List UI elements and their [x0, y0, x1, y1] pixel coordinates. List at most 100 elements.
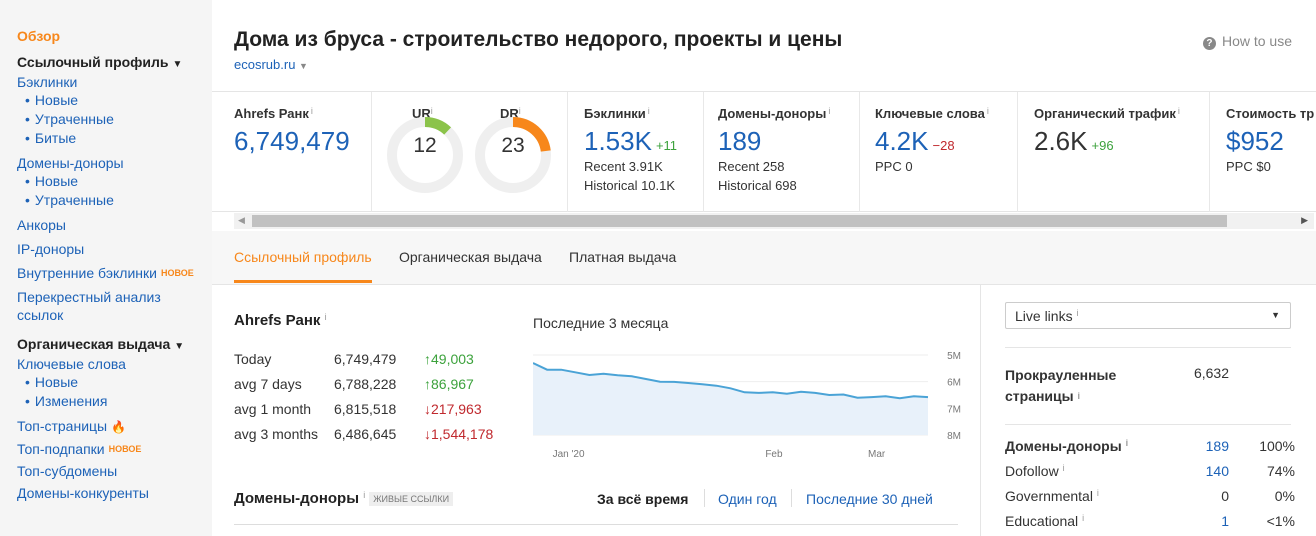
y-tick-label: 6M	[947, 378, 961, 389]
sidebar-item-label: Новые	[34, 92, 79, 108]
sidebar-item-cross-analysis[interactable]: Перекрестный анализ ссылок	[17, 289, 161, 323]
row-label: Домены-доноры	[1005, 438, 1122, 454]
metric-value[interactable]: 4.2K	[875, 126, 929, 156]
sidebar-item-keywords-changes[interactable]: • Изменения	[17, 392, 212, 411]
bullet-icon: •	[25, 130, 30, 146]
sidebar-item-backlinks-lost[interactable]: • Утраченные	[17, 110, 212, 129]
y-tick-label: 8M	[947, 431, 961, 442]
sidebar-item-ref-domains-lost[interactable]: • Утраченные	[17, 191, 212, 210]
live-links-select[interactable]: Live links i ▼	[1005, 302, 1291, 329]
info-icon[interactable]: i	[518, 106, 521, 116]
x-tick-label: Mar	[868, 449, 886, 460]
rank-title: Ahrefs Ранк i	[234, 312, 327, 329]
row-value[interactable]: 140	[1205, 463, 1229, 479]
sidebar-item-ip-donors[interactable]: IP-доноры	[17, 241, 85, 257]
row-value: 6,632	[1193, 365, 1229, 381]
metric-historical: Historical 10.1K	[584, 178, 676, 193]
sidebar-item-backlinks-new[interactable]: • Новые	[17, 91, 212, 110]
sidebar-item-overview[interactable]: Обзор	[17, 28, 61, 44]
metric-delta: −28	[932, 138, 955, 153]
rank-value: 6,815,518	[334, 401, 397, 417]
scroll-right-icon[interactable]: ▶	[1301, 215, 1308, 225]
period-separator	[704, 489, 705, 507]
period-last-30-days[interactable]: Последние 30 дней	[806, 491, 933, 507]
bullet-icon: •	[25, 374, 30, 390]
sidebar-item-internal-backlinks[interactable]: Внутренние бэклинки НОВОЕ	[17, 264, 212, 282]
row-label: Educational	[1005, 513, 1079, 529]
sidebar-item-keywords-new[interactable]: • Новые	[17, 373, 212, 392]
info-icon[interactable]: i	[430, 106, 433, 116]
fire-icon: 🔥	[111, 420, 126, 434]
chart-area	[533, 363, 928, 435]
info-icon[interactable]: i	[1077, 391, 1081, 401]
bullet-icon: •	[25, 393, 30, 409]
domain-selector[interactable]: ecosrub.ru ▼	[234, 57, 308, 72]
info-icon[interactable]: i	[986, 106, 989, 116]
rank-change: ↑49,003	[424, 351, 474, 367]
metric-label: Ahrefs Ранк	[234, 106, 309, 121]
metric-backlinks: Бэклинки i 1.53K +11 Recent 3.91K Historic…	[568, 92, 704, 212]
scroll-left-icon[interactable]: ◀	[238, 215, 245, 225]
info-icon[interactable]: i	[1096, 488, 1099, 498]
rank-title-label: Ahrefs Ранк	[234, 312, 321, 329]
rank-chart: 5M 6M 7M 8M Jan '20 Feb Mar	[533, 351, 961, 460]
info-icon[interactable]: i	[310, 106, 313, 116]
sidebar-item-ref-domains-new[interactable]: • Новые	[17, 172, 212, 191]
metric-value[interactable]: 6,749,479	[234, 126, 350, 156]
bullet-icon: •	[25, 111, 30, 127]
tab-link-profile[interactable]: Ссылочный профиль	[234, 249, 372, 283]
sidebar-item-label: Топ-подпапки	[17, 441, 105, 457]
domain-label: ecosrub.ru	[234, 57, 296, 72]
tab-organic[interactable]: Органическая выдача	[399, 249, 542, 265]
sidebar-item-backlinks-broken[interactable]: • Битые	[17, 129, 212, 148]
period-separator	[791, 489, 792, 507]
info-icon[interactable]: i	[363, 490, 366, 500]
info-icon[interactable]: i	[324, 312, 327, 322]
sidebar-item-backlinks[interactable]: Бэклинки	[17, 74, 78, 90]
info-icon[interactable]: i	[1062, 463, 1065, 473]
metrics-scrollbar[interactable]: ◀ ▶	[234, 213, 1314, 229]
metric-value[interactable]: 1.53K	[584, 126, 652, 156]
rank-period: avg 1 month	[234, 401, 312, 417]
row-value[interactable]: 189	[1205, 438, 1229, 454]
row-percent: 74%	[1266, 463, 1295, 479]
sidebar-item-anchors[interactable]: Анкоры	[17, 217, 66, 233]
sidebar-item-competing-domains[interactable]: Домены-конкуренты	[17, 485, 149, 501]
period-all-time[interactable]: За всё время	[597, 491, 689, 507]
how-to-use-link[interactable]: ? How to use	[1202, 33, 1292, 50]
x-tick-label: Feb	[765, 449, 783, 460]
chart-series-line[interactable]	[533, 362, 929, 400]
sidebar-item-top-subdomains[interactable]: Топ-субдомены	[17, 463, 118, 479]
tab-paid[interactable]: Платная выдача	[569, 249, 677, 265]
metric-recent: Recent 3.91K	[584, 159, 663, 174]
info-icon[interactable]: i	[647, 106, 650, 116]
rank-change: ↓1,544,178	[424, 426, 494, 442]
rank-change: ↓217,963	[424, 401, 482, 417]
period-one-year[interactable]: Один год	[718, 491, 777, 507]
row-value: 0	[1221, 488, 1229, 504]
sidebar-item-top-subfolders[interactable]: Топ-подпапки НОВОЕ	[17, 440, 212, 458]
row-label: Governmental	[1005, 488, 1093, 504]
metric-delta: +96	[1091, 138, 1114, 153]
sidebar-item-label: Изменения	[34, 393, 108, 409]
info-icon[interactable]: i	[1082, 513, 1085, 523]
info-icon[interactable]: i	[1076, 308, 1079, 318]
sidebar-item-top-pages[interactable]: Топ-страницы 🔥	[17, 417, 212, 436]
ur-gauge-arc	[387, 117, 463, 193]
info-icon[interactable]: i	[1177, 106, 1180, 116]
dr-gauge-arc	[475, 117, 551, 193]
info-icon[interactable]: i	[828, 106, 831, 116]
metric-label: Стоимость тр	[1226, 106, 1315, 121]
scrollbar-thumb[interactable]	[252, 215, 1227, 227]
sidebar-section-organic[interactable]: Органическая выдача ▼	[17, 336, 212, 352]
sidebar-section-link-profile[interactable]: Ссылочный профиль ▼	[17, 54, 212, 70]
sidebar-item-keywords[interactable]: Ключевые слова	[17, 356, 126, 372]
metric-value[interactable]: 2.6K	[1034, 126, 1088, 156]
sidebar-item-ref-domains[interactable]: Домены-доноры	[17, 155, 124, 171]
caret-down-icon: ▼	[174, 341, 185, 352]
metric-value[interactable]: $952	[1226, 126, 1284, 156]
metric-value[interactable]: 189	[718, 126, 762, 156]
row-value[interactable]: 1	[1221, 513, 1229, 529]
info-icon[interactable]: i	[1125, 438, 1129, 448]
bullet-icon: •	[25, 173, 30, 189]
